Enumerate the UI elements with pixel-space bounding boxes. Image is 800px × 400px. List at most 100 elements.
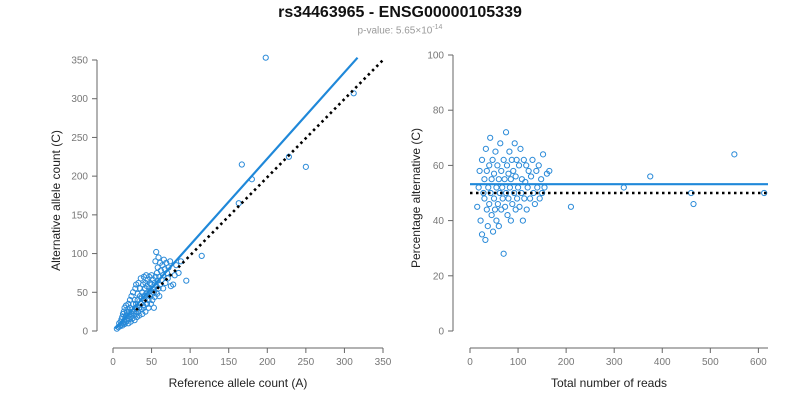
data-point (538, 176, 545, 183)
data-point (503, 162, 511, 169)
data-point (175, 269, 182, 277)
data-point (476, 167, 483, 175)
data-point (523, 162, 530, 169)
data-point (497, 140, 504, 147)
data-point (541, 184, 548, 191)
data-point (164, 275, 171, 282)
data-point (490, 170, 498, 177)
data-point (519, 217, 526, 224)
data-point (153, 248, 160, 256)
data-point (515, 162, 523, 169)
data-point (482, 145, 489, 152)
data-point (482, 236, 489, 244)
data-point (529, 156, 536, 163)
plot-1: 0 50 100 150 200 250 300 350 0 50 100 150 200 250 300 3… (49, 54, 392, 390)
data-point (489, 156, 496, 163)
x-tick-label: 500 (702, 357, 719, 368)
data-point (131, 296, 138, 304)
data-point (481, 195, 488, 202)
data-point (478, 156, 486, 163)
data-point (511, 189, 518, 197)
data-point (484, 223, 491, 230)
data-point (567, 203, 575, 210)
data-point (490, 195, 498, 202)
data-point (132, 285, 139, 292)
data-point (647, 173, 654, 180)
data-point (146, 279, 154, 287)
x-axis-title: Reference allele count (A) (169, 376, 308, 390)
data-point (495, 176, 502, 183)
data-point (481, 176, 488, 183)
data-point (489, 228, 497, 235)
data-point (486, 162, 493, 169)
data-point (511, 140, 518, 147)
data-point (155, 254, 162, 261)
data-point (494, 162, 501, 169)
x-tick-label: 250 (298, 357, 315, 368)
data-point (126, 296, 134, 304)
y-tick-label: 100 (427, 51, 444, 62)
data-point (514, 184, 522, 191)
data-point (546, 167, 553, 175)
data-point (521, 195, 528, 202)
y-tick-label: 350 (71, 56, 88, 67)
data-point (516, 203, 523, 210)
data-point (493, 217, 500, 224)
data-point (761, 189, 768, 197)
data-point (504, 211, 511, 219)
data-point (302, 163, 309, 170)
data-point (505, 195, 512, 202)
data-point (512, 173, 519, 180)
x-tick-label: 150 (220, 357, 237, 368)
data-point (514, 195, 521, 202)
data-point (509, 200, 516, 208)
data-point (517, 145, 524, 152)
data-point (350, 90, 357, 97)
data-point (485, 184, 492, 191)
data-point (620, 184, 627, 191)
data-point (160, 285, 167, 292)
x-tick-label: 600 (750, 357, 767, 368)
x-tick-label: 400 (654, 357, 671, 368)
data-point (127, 318, 134, 325)
data-point (520, 156, 527, 163)
data-point (478, 231, 486, 238)
y-axis-title: Percentage alternative (C) (409, 128, 423, 268)
data-point (507, 217, 514, 224)
data-point (502, 189, 510, 197)
data-point (525, 167, 532, 175)
data-point (125, 300, 132, 307)
data-point (506, 148, 513, 155)
data-point (183, 277, 190, 284)
data-point (535, 162, 542, 169)
data-point (495, 223, 502, 230)
data-point (499, 184, 506, 191)
data-point (235, 200, 242, 207)
fit-line (114, 56, 359, 330)
data-point (170, 281, 177, 288)
data-point (501, 176, 508, 183)
data-point (533, 167, 540, 175)
data-point (488, 211, 495, 219)
y-tick-label: 300 (71, 94, 88, 105)
y-tick-label: 50 (77, 288, 89, 299)
data-point (536, 195, 543, 202)
data-point (539, 151, 547, 158)
data-point (477, 217, 484, 224)
data-point (500, 250, 507, 257)
data-point (538, 189, 546, 197)
data-point (500, 156, 507, 163)
y-tick-label: 20 (433, 271, 445, 282)
y-axis-title: Alternative allele count (C) (49, 130, 63, 271)
y-tick-label: 150 (71, 210, 88, 221)
data-point (127, 313, 134, 321)
x-tick-label: 100 (182, 357, 199, 368)
data-point (483, 167, 490, 175)
reference-line (135, 59, 384, 312)
data-point (690, 200, 697, 208)
data-point (534, 184, 541, 191)
data-point (510, 167, 517, 175)
data-point (147, 300, 154, 307)
x-tick-label: 0 (110, 357, 116, 368)
